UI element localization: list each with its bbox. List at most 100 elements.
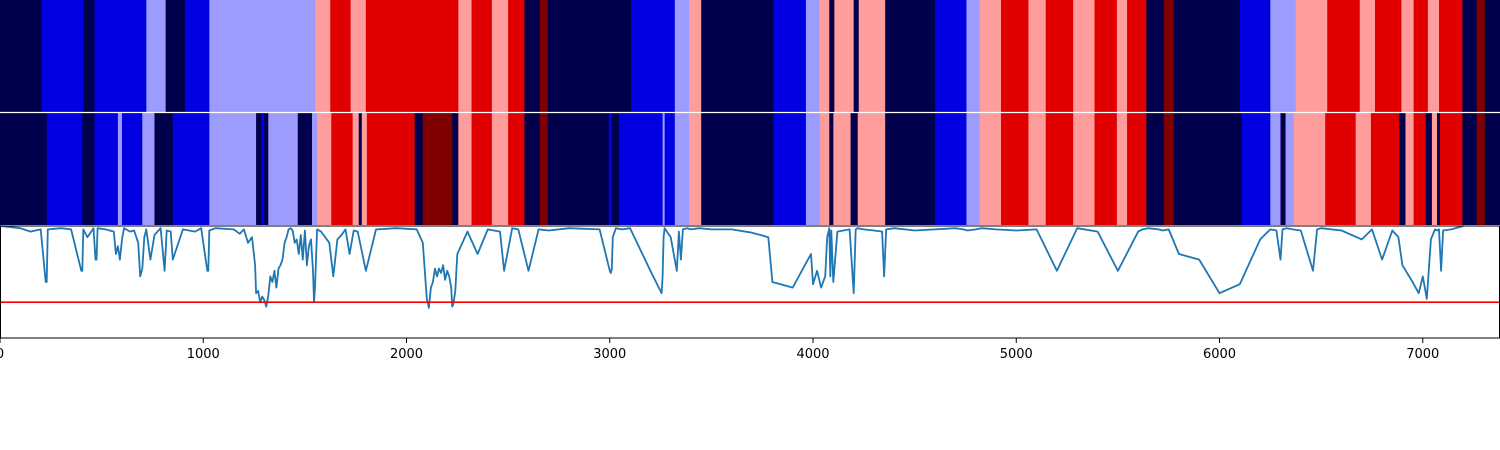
heatmap-cell [1001, 0, 1030, 112]
heatmap-cell [1484, 0, 1500, 112]
x-tick-label: 7000 [1406, 347, 1439, 362]
heatmap-cell [1355, 113, 1372, 225]
heatmap-cell [366, 113, 416, 225]
heatmap-cell [1476, 0, 1486, 112]
heatmap-cell [662, 113, 666, 225]
heatmap-cell [1127, 0, 1147, 112]
x-tick-label: 5000 [1000, 347, 1033, 362]
heatmap-cell [46, 113, 83, 225]
heatmap-cell [1399, 113, 1407, 225]
heatmap-cell [1094, 113, 1118, 225]
heatmap-cell [117, 113, 123, 225]
heatmap-cell [850, 113, 859, 225]
heatmap-cell [1484, 113, 1500, 225]
heatmap-cell [701, 113, 774, 225]
heatmap-cell [1028, 113, 1047, 225]
heatmap-cell [1270, 113, 1282, 225]
x-tick-label: 4000 [796, 347, 829, 362]
heatmap-cell [664, 113, 676, 225]
heatmap-cell [547, 113, 610, 225]
heatmap-cell [315, 0, 331, 112]
heatmap-cell [608, 113, 613, 225]
heatmap-cell [256, 113, 262, 225]
heatmap-cell [1073, 113, 1096, 225]
heatmap-cell [1405, 113, 1415, 225]
heatmap-cell [491, 0, 509, 112]
heatmap-cell [1440, 113, 1463, 225]
heatmap-cell [1359, 0, 1376, 112]
heatmap-cell [1173, 113, 1243, 225]
heatmap-cell [422, 113, 453, 225]
heatmap-cell [524, 0, 541, 112]
heatmap-cell [539, 0, 549, 112]
heatmap-cell [452, 113, 459, 225]
heatmap-cell [264, 113, 269, 225]
heatmap-cell [508, 0, 525, 112]
heatmap-cell [701, 0, 774, 112]
heatmap-cell [1094, 0, 1118, 112]
heatmap-cell [1462, 113, 1478, 225]
heatmap-cell [934, 113, 968, 225]
heatmap-cell [618, 113, 664, 225]
heatmap-cell [1439, 0, 1463, 112]
heatmap-cell [1163, 0, 1175, 112]
heatmap-cell [1280, 113, 1287, 225]
heatmap-cell [1413, 113, 1427, 225]
heatmap-cell [966, 113, 981, 225]
heatmap-cell [83, 0, 96, 112]
heatmap-cell [209, 0, 316, 112]
heatmap-cell [317, 113, 332, 225]
signal-panel [0, 225, 1500, 339]
heatmap-cell [184, 0, 210, 112]
heatmap-cell [819, 0, 830, 112]
heatmap-cell [82, 113, 96, 225]
heatmap-cell [1462, 0, 1478, 112]
heatmap-cell [0, 113, 48, 225]
heatmap-cell [297, 113, 313, 225]
heatmap-cell [471, 0, 493, 112]
heatmap-cell [146, 0, 167, 112]
heatmap-cell [261, 113, 265, 225]
signal-line [0, 225, 1464, 309]
heatmap-cell [165, 0, 186, 112]
heatmap-cell [773, 0, 807, 112]
signal-panel-background [0, 226, 1500, 338]
x-axis: 0 1000 2000 3000 4000 5000 6000 7000 [0, 338, 1439, 362]
heatmap-cell [547, 0, 632, 112]
heatmap-cell [805, 0, 820, 112]
x-tick-label: 1000 [187, 347, 220, 362]
heatmap-cell [94, 0, 147, 112]
heatmap-cell [331, 113, 354, 225]
heatmap-cell [1127, 113, 1147, 225]
heatmap-cell [805, 113, 821, 225]
heatmap-cell [524, 113, 541, 225]
heatmap-cell [1116, 113, 1128, 225]
heatmap-cell [1413, 0, 1429, 112]
heatmap-cell [1146, 113, 1165, 225]
heatmap-cell [0, 0, 43, 112]
heatmap-cell [209, 113, 257, 225]
heatmap-cell [1375, 0, 1403, 112]
heatmap-cell [1436, 113, 1441, 225]
heatmap-cell [1173, 0, 1241, 112]
x-tick-label: 0 [0, 347, 4, 362]
heatmap-cell [491, 113, 509, 225]
heatmap-cell [154, 113, 174, 225]
heatmap-cell [1001, 113, 1030, 225]
heatmap-cell [361, 113, 368, 225]
heatmap-cell [414, 113, 424, 225]
heatmap-cell [1163, 113, 1175, 225]
heatmap-cell [611, 113, 620, 225]
heatmap-cell [689, 113, 702, 225]
heatmap-cell [834, 0, 855, 112]
heatmap-cell [41, 0, 84, 112]
heatmap-cell [352, 113, 360, 225]
heatmap-cell [365, 0, 459, 112]
heatmap-cell [833, 113, 852, 225]
heatmap-cell [471, 113, 493, 225]
heatmap-cell [631, 0, 676, 112]
x-tick-label: 3000 [593, 347, 626, 362]
heatmap-cell [1476, 113, 1486, 225]
heatmap-cell [1116, 0, 1128, 112]
